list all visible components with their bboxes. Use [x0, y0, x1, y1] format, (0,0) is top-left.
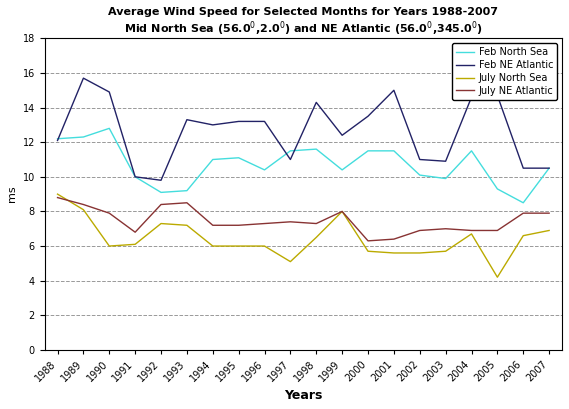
Legend: Feb North Sea, Feb NE Atlantic, July North Sea, July NE Atlantic: Feb North Sea, Feb NE Atlantic, July Nor…	[452, 43, 557, 100]
X-axis label: Years: Years	[284, 389, 323, 402]
Title: Average Wind Speed for Selected Months for Years 1988-2007
Mid North Sea (56.0$^: Average Wind Speed for Selected Months f…	[108, 7, 498, 38]
Y-axis label: ms: ms	[7, 186, 17, 202]
